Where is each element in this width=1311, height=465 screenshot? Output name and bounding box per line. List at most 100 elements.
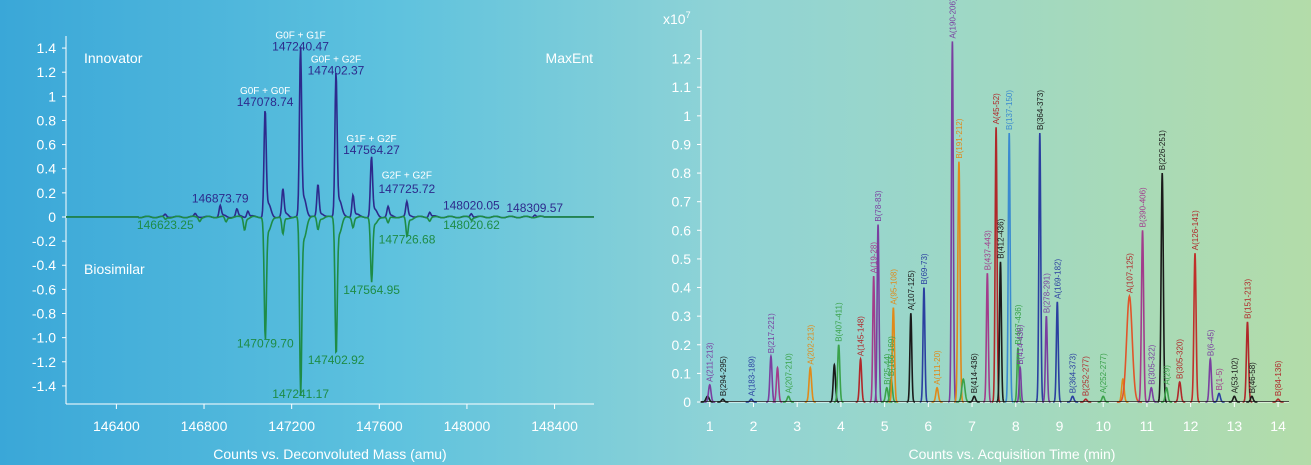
peak-label: B(437-443) bbox=[983, 230, 992, 270]
peak-label: A(95-108) bbox=[889, 269, 898, 305]
peak-label: B(252-277) bbox=[1082, 356, 1091, 396]
left-peak-label: 146623.25 bbox=[137, 218, 194, 232]
left-peak-label: 147078.74 bbox=[237, 95, 294, 109]
chromatogram-peak bbox=[1042, 316, 1051, 403]
peak-label: A(183-189) bbox=[747, 356, 756, 396]
left-peak-label: 147402.92 bbox=[308, 353, 365, 367]
chromatogram-peak bbox=[1067, 395, 1079, 403]
right-peak-labels: A(211-213) B(294-295) A(183-189) B(217-221)… bbox=[706, 0, 1283, 396]
chromatogram-peak bbox=[1174, 380, 1186, 403]
chromatogram-peak bbox=[919, 287, 929, 403]
chromatogram-peak bbox=[968, 395, 980, 403]
left-y-tick-label: 0.8 bbox=[37, 112, 57, 128]
left-peak-label: G0F + G0F bbox=[240, 86, 290, 97]
peak-label: A(252-277) bbox=[1099, 353, 1108, 393]
peak-label: B(6-45) bbox=[1206, 329, 1215, 356]
chromatogram-peak bbox=[717, 398, 729, 403]
peak-label: B(407-436) bbox=[1014, 304, 1023, 344]
chromatogram-peak bbox=[766, 353, 776, 403]
left-y-tick-label: 1 bbox=[48, 88, 56, 104]
peak-label: B(407-411) bbox=[835, 302, 844, 342]
left-peak-label: 147726.68 bbox=[379, 233, 436, 247]
acquisition-time-chart: 00.10.20.30.40.50.60.70.80.911.11.21 2 3 4 5… bbox=[663, 0, 1289, 462]
peak-label: A(207-210) bbox=[784, 353, 793, 393]
right-y-tick-label: 0.4 bbox=[672, 280, 692, 296]
chromatogram-peak bbox=[956, 377, 971, 403]
peak-label: A(19-28) bbox=[870, 242, 879, 273]
chromatogram-peak bbox=[1157, 173, 1168, 403]
left-y-tick-label: 0.2 bbox=[37, 185, 57, 201]
chromatogram-peak bbox=[1004, 132, 1014, 403]
peak-label: B(84-136) bbox=[1274, 360, 1283, 396]
right-y-tick-label: 0.5 bbox=[672, 251, 692, 267]
right-x-tick-label: 6 bbox=[924, 418, 932, 434]
chromatogram-peak bbox=[906, 313, 916, 403]
chromatogram-peak bbox=[1145, 386, 1157, 403]
left-x-axis-title: Counts vs. Deconvoluted Mass (amu) bbox=[213, 446, 446, 462]
chromatogram-peak bbox=[1246, 395, 1258, 403]
chromatogram-peak bbox=[1053, 301, 1062, 403]
biosimilar-label: Biosimilar bbox=[84, 261, 145, 277]
y-multiplier-base: x10 bbox=[663, 11, 686, 27]
right-x-tick-label: 8 bbox=[1012, 418, 1020, 434]
right-x-tick-label: 9 bbox=[1056, 418, 1064, 434]
left-x-tick-label: 147600 bbox=[356, 418, 403, 434]
peak-label: B(364-373) bbox=[1036, 90, 1045, 130]
chromatogram-peak bbox=[855, 356, 866, 403]
right-x-axis-title: Counts vs. Acquisition Time (min) bbox=[909, 446, 1116, 462]
chromatogram-peak bbox=[1213, 392, 1225, 403]
biosimilar-trace bbox=[66, 215, 594, 396]
chromatogram-peak bbox=[931, 386, 943, 403]
peak-label: A(145-148) bbox=[857, 316, 866, 356]
left-peak-label: 148020.62 bbox=[443, 218, 500, 232]
peak-label: B(305-320) bbox=[1176, 339, 1185, 379]
peak-label: B(46-58) bbox=[1248, 362, 1257, 393]
peak-label: A(53-102) bbox=[1230, 357, 1239, 393]
left-x-tick-label: 146400 bbox=[93, 418, 140, 434]
peak-label: A(107-125) bbox=[907, 270, 916, 310]
right-y-tick-label: 0.6 bbox=[672, 222, 692, 238]
left-y-tick-label: -0.6 bbox=[32, 281, 56, 297]
left-y-tick-label: 1.4 bbox=[37, 40, 57, 56]
right-x-tick-label: 12 bbox=[1183, 418, 1199, 434]
peak-label: A(126-141) bbox=[1191, 210, 1200, 250]
left-x-tick-label: 148400 bbox=[531, 418, 578, 434]
peak-label: A(111-20) bbox=[933, 350, 942, 385]
chromatogram-peak bbox=[1228, 395, 1240, 403]
left-peak-label: 147079.70 bbox=[237, 336, 294, 350]
right-y-tick-label: 0.2 bbox=[672, 337, 692, 353]
right-y-tick-label: 0.3 bbox=[672, 308, 692, 324]
right-y-tick-label: 0.7 bbox=[672, 194, 692, 210]
left-peak-label: 146873.79 bbox=[192, 192, 249, 206]
peak-label: B(69-73) bbox=[920, 253, 929, 284]
innovator-label: Innovator bbox=[84, 50, 143, 66]
left-y-tick-label: -0.4 bbox=[32, 257, 56, 273]
chromatogram-peak bbox=[1205, 356, 1216, 403]
peak-label: A(190-206) bbox=[948, 0, 957, 38]
chromatogram-peak bbox=[1272, 398, 1284, 403]
right-axes: 00.10.20.30.40.50.60.70.80.911.11.21 2 3 4 5… bbox=[672, 30, 1289, 434]
peak-label: A(211-213) bbox=[706, 342, 715, 382]
right-x-tick-label: 4 bbox=[837, 418, 845, 434]
left-x-tick-label: 148000 bbox=[444, 418, 491, 434]
peak-label: B(390-406) bbox=[1139, 187, 1148, 227]
left-peak-label: G1F + G2F bbox=[346, 134, 396, 145]
right-x-tick-label: 2 bbox=[750, 418, 758, 434]
peak-label: B(217-221) bbox=[767, 313, 776, 353]
left-x-tick-label: 146800 bbox=[181, 418, 228, 434]
chromatogram-peak bbox=[1137, 230, 1148, 403]
chromatogram-peak bbox=[1097, 395, 1109, 403]
deconvoluted-mass-chart: 1.4 1.2 1 0.8 0.6 0.4 0.2 0 -0.2 -0.4 -0.6 -0.8 -1.0… bbox=[32, 30, 594, 462]
peak-label: B(166-169) bbox=[887, 336, 896, 376]
chromatogram-peak bbox=[996, 261, 1005, 403]
right-x-tick-label: 3 bbox=[793, 418, 801, 434]
chromatogram-peak bbox=[888, 307, 899, 403]
right-y-tick-label: 0.1 bbox=[672, 365, 692, 381]
chromatogram-peak bbox=[983, 273, 992, 403]
left-y-tick-label: -0.2 bbox=[32, 233, 56, 249]
maxent-label: MaxEnt bbox=[546, 50, 594, 66]
peak-label: B(412-436) bbox=[996, 218, 1005, 258]
left-peak-label: G0F + G2F bbox=[311, 55, 361, 66]
right-y-tick-label: 0.8 bbox=[672, 165, 692, 181]
peak-label: B(414-436) bbox=[1016, 324, 1025, 364]
